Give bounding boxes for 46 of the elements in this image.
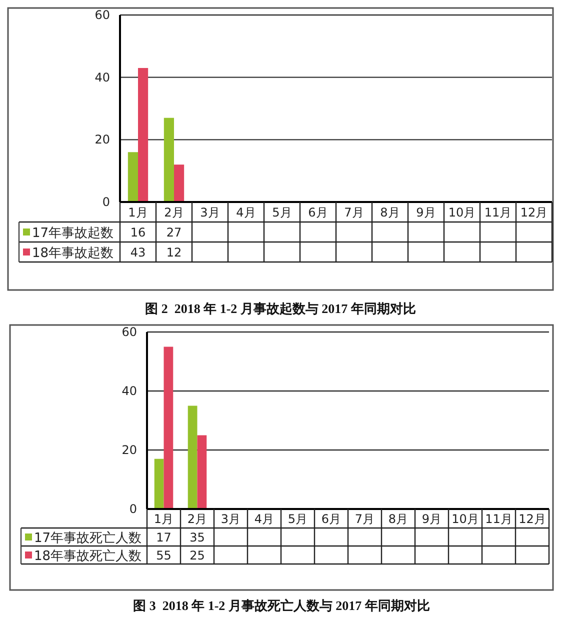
x-tick-label: 10月 xyxy=(448,206,476,220)
y-tick-label: 0 xyxy=(129,502,137,516)
y-tick-label: 40 xyxy=(122,384,137,398)
legend-label: 17年事故起数 xyxy=(32,226,114,241)
y-tick-label: 60 xyxy=(94,8,110,22)
x-tick-label: 7月 xyxy=(354,512,375,526)
y-tick-label: 40 xyxy=(94,70,110,84)
x-tick-label: 8月 xyxy=(388,512,408,526)
legend-label: 18年事故起数 xyxy=(32,246,114,261)
y-tick-label: 60 xyxy=(122,325,137,339)
y-tick-label: 20 xyxy=(94,132,110,147)
x-tick-label: 2月 xyxy=(187,512,208,526)
data-label: 17 xyxy=(156,530,172,544)
x-tick-label: 5月 xyxy=(288,512,308,526)
x-tick-label: 4月 xyxy=(236,206,256,220)
data-label: 16 xyxy=(130,226,146,240)
data-label: 35 xyxy=(190,530,205,544)
x-tick-label: 7月 xyxy=(344,206,364,220)
data-label: 25 xyxy=(190,548,205,562)
x-tick-label: 4月 xyxy=(254,512,274,526)
y-tick-label: 0 xyxy=(102,195,110,209)
x-tick-label: 1月 xyxy=(128,206,148,220)
x-tick-label: 12月 xyxy=(520,206,548,220)
x-tick-label: 10月 xyxy=(452,512,479,526)
legend-label: 17年事故死亡人数 xyxy=(34,531,142,546)
y-tick-label: 20 xyxy=(122,443,137,457)
x-tick-label: 2月 xyxy=(164,206,184,220)
x-tick-label: 6月 xyxy=(321,512,342,526)
legend-label: 18年事故死亡人数 xyxy=(34,549,142,564)
x-tick-label: 11月 xyxy=(484,206,512,220)
x-tick-label: 3月 xyxy=(220,512,241,526)
title: 图 2 2018 年 1-2 月事故起数与 2017 年同期对比 xyxy=(145,301,416,316)
x-tick-label: 5月 xyxy=(272,206,292,220)
data-label: 55 xyxy=(156,548,172,562)
x-tick-label: 8月 xyxy=(380,206,400,220)
data-label: 43 xyxy=(130,246,146,260)
data-label: 12 xyxy=(166,246,182,260)
x-tick-label: 9月 xyxy=(422,512,442,526)
title: 图 3 2018 年 1-2 月事故死亡人数与 2017 年同期对比 xyxy=(133,598,430,613)
x-tick-label: 9月 xyxy=(416,206,436,220)
data-label: 27 xyxy=(166,226,182,240)
x-tick-label: 11月 xyxy=(485,512,512,526)
x-tick-label: 1月 xyxy=(154,512,174,526)
x-tick-label: 3月 xyxy=(200,206,220,220)
x-tick-label: 12月 xyxy=(518,512,546,526)
x-tick-label: 6月 xyxy=(308,206,328,220)
